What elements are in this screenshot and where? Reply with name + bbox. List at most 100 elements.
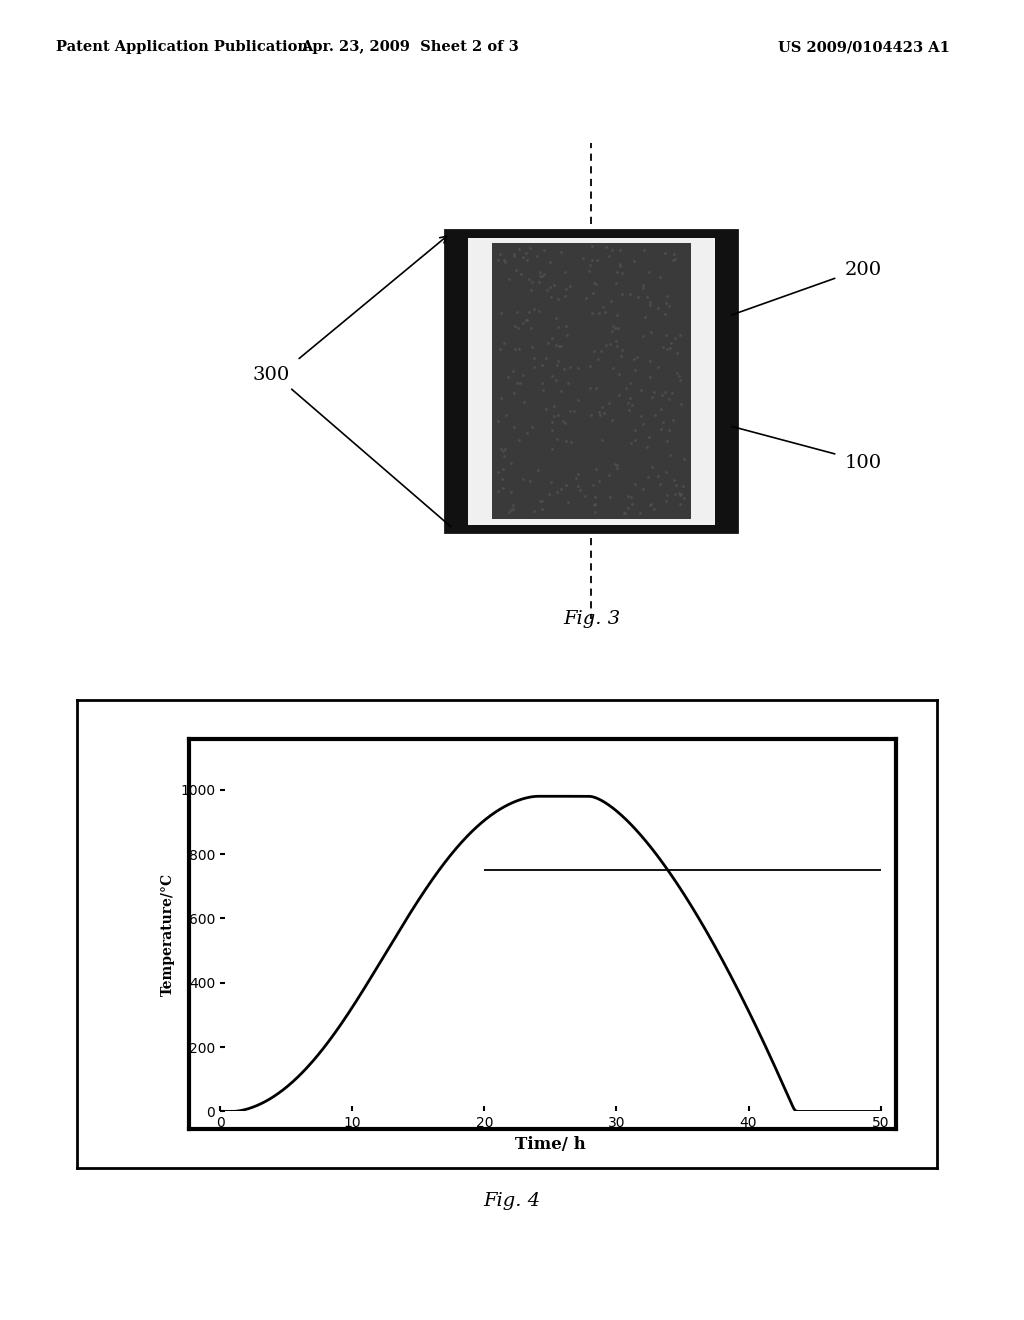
Point — [569, 475, 586, 496]
Point — [534, 491, 550, 512]
Point — [665, 249, 681, 271]
Point — [558, 279, 574, 300]
Point — [633, 405, 649, 426]
Point — [549, 429, 565, 450]
Point — [610, 363, 627, 384]
Point — [590, 348, 606, 370]
Point — [523, 318, 540, 339]
Point — [544, 438, 560, 459]
Point — [635, 277, 651, 298]
Point — [660, 388, 677, 409]
Point — [666, 244, 682, 265]
Point — [535, 379, 551, 400]
Point — [550, 289, 566, 310]
Point — [523, 280, 540, 301]
Point — [515, 469, 531, 490]
Point — [669, 362, 685, 383]
Point — [659, 430, 676, 451]
Point — [505, 499, 521, 520]
Point — [496, 249, 512, 271]
Point — [635, 478, 651, 499]
Point — [510, 429, 526, 450]
Point — [495, 478, 511, 499]
Point — [583, 378, 599, 399]
Point — [558, 430, 574, 451]
Point — [528, 246, 545, 267]
Point — [603, 409, 620, 430]
Point — [567, 467, 584, 488]
Point — [614, 284, 631, 305]
Point — [542, 251, 558, 272]
Point — [535, 265, 551, 286]
Point — [595, 296, 611, 317]
Point — [506, 383, 522, 404]
Point — [603, 321, 620, 342]
Point — [544, 327, 560, 348]
Point — [523, 337, 540, 358]
Point — [521, 301, 538, 322]
Point — [559, 492, 575, 513]
Point — [620, 486, 636, 507]
Point — [501, 269, 517, 290]
Point — [570, 463, 587, 484]
Point — [563, 432, 580, 453]
Point — [500, 366, 516, 387]
Point — [606, 318, 623, 339]
Point — [489, 249, 506, 271]
Point — [613, 263, 630, 284]
Bar — [445, 230, 737, 532]
Point — [556, 285, 572, 306]
Point — [591, 302, 607, 323]
Point — [608, 330, 625, 351]
Point — [577, 486, 593, 507]
Bar — [492, 243, 691, 519]
Point — [652, 418, 669, 440]
Point — [530, 272, 547, 293]
Point — [664, 333, 680, 354]
Point — [642, 294, 658, 315]
Point — [521, 238, 538, 259]
Point — [525, 347, 542, 368]
Point — [621, 498, 637, 519]
Point — [546, 395, 562, 416]
Point — [529, 459, 546, 480]
Point — [550, 350, 566, 371]
Point — [635, 413, 651, 434]
Point — [588, 273, 604, 294]
Point — [535, 372, 551, 393]
Point — [642, 367, 658, 388]
Point — [600, 246, 616, 267]
Point — [641, 426, 657, 447]
Point — [598, 236, 614, 257]
Point — [492, 339, 508, 360]
Point — [524, 417, 541, 438]
Point — [544, 366, 560, 387]
Point — [540, 331, 556, 352]
Point — [538, 399, 554, 420]
Point — [543, 286, 559, 308]
Point — [593, 341, 609, 362]
Point — [643, 321, 659, 342]
Point — [598, 335, 614, 356]
Text: 300: 300 — [253, 366, 290, 384]
Point — [496, 333, 512, 354]
Point — [639, 286, 655, 308]
Point — [493, 438, 509, 459]
Point — [587, 494, 603, 515]
Point — [642, 351, 658, 372]
Point — [647, 404, 664, 425]
Point — [652, 399, 669, 420]
Point — [531, 490, 548, 511]
Point — [654, 337, 671, 358]
Point — [505, 360, 521, 381]
Point — [618, 378, 635, 399]
Point — [544, 412, 560, 433]
Point — [542, 276, 558, 297]
Point — [675, 475, 691, 496]
Point — [643, 387, 659, 408]
Point — [658, 462, 675, 483]
Point — [561, 276, 578, 297]
Point — [562, 356, 579, 378]
Point — [511, 339, 527, 360]
Point — [489, 411, 506, 432]
